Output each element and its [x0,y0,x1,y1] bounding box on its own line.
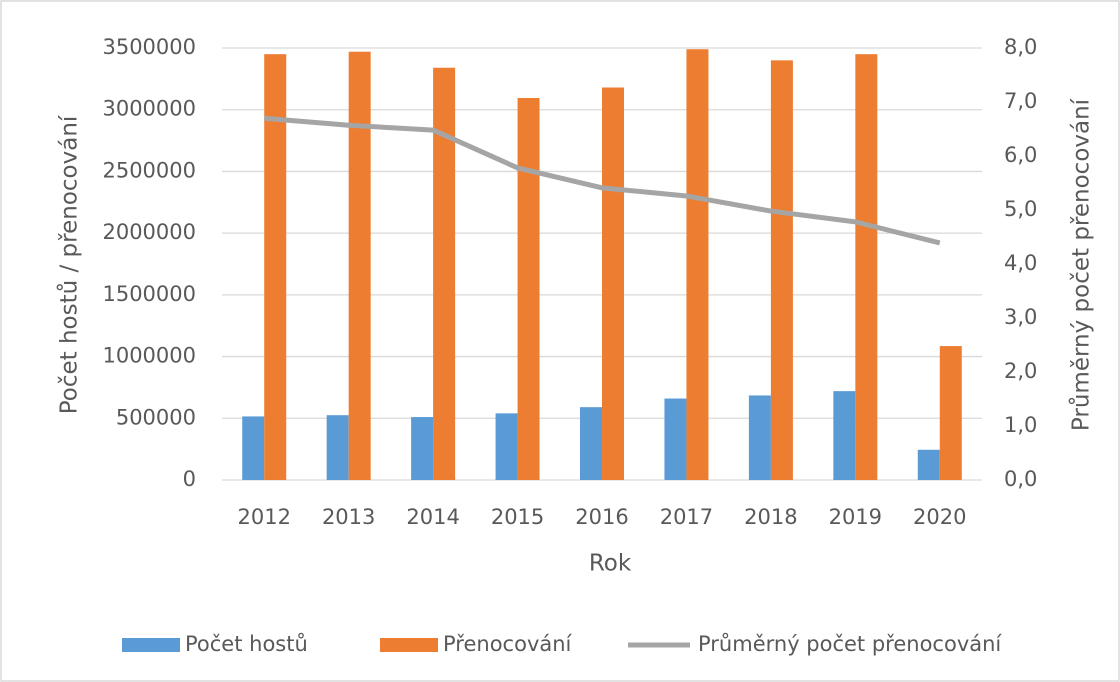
bar [264,54,287,481]
y-tick-label: 1000000 [102,344,196,368]
legend-label: Počet hostů [185,632,308,656]
y-axis-title: Počet hostů / přenocování [56,115,83,414]
y2-tick-label: 4,0 [1004,251,1037,275]
y2-tick-label: 5,0 [1004,197,1037,221]
y2-tick-label: 6,0 [1004,143,1037,167]
bar [433,67,456,481]
bar [242,416,265,480]
bar [770,60,793,480]
y-tick-label: 2500000 [102,158,196,182]
bar [348,51,371,481]
y2-tick-label: 8,0 [1004,35,1037,59]
y-tick-label: 3000000 [102,97,196,121]
y2-axis-title: Průměrný počet přenocování [1068,98,1095,431]
y-tick-label: 2000000 [102,220,196,244]
x-tick-label: 2017 [660,505,713,529]
x-tick-label: 2018 [744,505,797,529]
y-tick-label: 0 [183,467,196,491]
x-tick-label: 2012 [237,505,290,529]
x-tick-label: 2019 [829,505,882,529]
bar [748,395,771,480]
bar [686,49,709,481]
bar [664,398,687,480]
x-tick-label: 2014 [406,505,459,529]
y-tick-label: 500000 [116,405,196,429]
x-tick-label: 2015 [491,505,544,529]
bar [580,407,602,480]
bar [833,391,856,480]
legend-swatch [122,638,180,652]
bar [411,417,434,480]
bar [517,97,540,480]
x-tick-label: 2020 [913,505,966,529]
bar [326,415,349,480]
y-tick-label: 3500000 [102,35,196,59]
y2-tick-label: 1,0 [1004,413,1037,437]
legend-label: Přenocování [443,632,573,656]
legend-swatch [380,638,438,652]
line-series [264,115,941,246]
legend-label: Průměrný počet přenocování [698,632,1002,656]
y-tick-label: 1500000 [102,282,196,306]
x-axis-title: Rok [589,551,632,577]
x-tick-label: 2016 [575,505,628,529]
y2-tick-label: 3,0 [1004,305,1037,329]
y2-tick-label: 0,0 [1004,467,1037,491]
bar [939,346,962,480]
bar [495,413,518,480]
bar [917,449,940,480]
bar [602,87,624,481]
bar [855,54,878,481]
y2-tick-label: 7,0 [1004,89,1037,113]
y2-tick-label: 2,0 [1004,359,1037,383]
x-tick-label: 2013 [322,505,375,529]
